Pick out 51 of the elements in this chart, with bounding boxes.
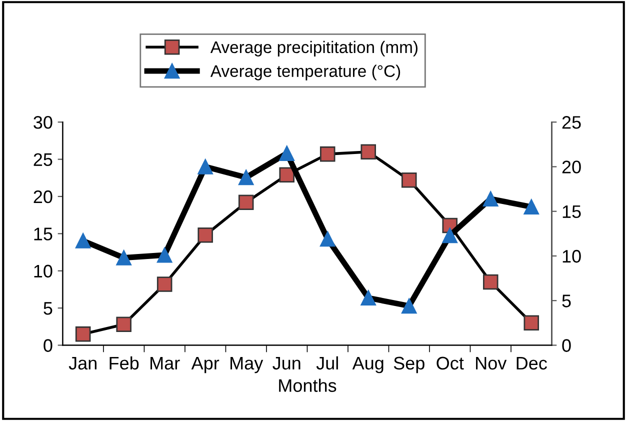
y2-tick-label: 20 [562,160,581,174]
x-axis-title: Months [279,378,336,392]
point [482,274,498,290]
x-tick-label: Apr [191,356,220,374]
point [156,247,172,263]
point [75,326,91,342]
legend-label: Average temperature (°C) [210,64,400,80]
point [238,170,254,186]
legend-label: Average precipititation (mm) [210,40,418,56]
point [116,316,132,332]
y2-tick-label: 10 [562,250,581,263]
y-tick-label: 10 [34,264,52,278]
y-tick-label: 20 [34,190,52,204]
point [75,233,91,248]
point [442,228,458,244]
point [524,199,540,215]
x-tick-label: Nov [476,356,507,370]
y-tick-label: 25 [34,153,52,166]
point [360,144,376,160]
point [279,167,294,183]
point [238,194,254,210]
point [401,298,417,314]
x-tick-label: Jan [68,356,96,370]
x-tick-label: Aug [352,356,384,374]
y2-tick-label: 15 [562,205,581,218]
point [320,231,336,247]
point [482,191,498,206]
x-tick-label: Mar [150,356,180,370]
point [320,146,336,162]
x-tick-label: Dec [516,356,547,370]
point [156,276,172,292]
point [360,290,376,306]
x-tick-label: Sep [394,356,424,374]
y2-tick-label: 5 [562,294,571,308]
y2-tick-label: 25 [562,116,581,129]
y-tick-label: 30 [34,116,52,129]
y-tick-label: 15 [34,228,52,240]
point [116,250,132,266]
y-tick-label: 5 [44,302,52,315]
x-tick-label: Oct [436,356,464,370]
y-tick-label: 0 [44,339,52,352]
point [401,172,417,188]
x-tick-label: May [230,356,264,374]
x-tick-label: Jun [272,356,300,370]
point [279,146,294,161]
x-tick-label: Jul [316,356,338,370]
x-tick-label: Feb [110,356,139,370]
point [198,159,213,174]
y2-tick-label: 0 [562,339,571,352]
point [524,315,540,331]
point [198,228,213,243]
